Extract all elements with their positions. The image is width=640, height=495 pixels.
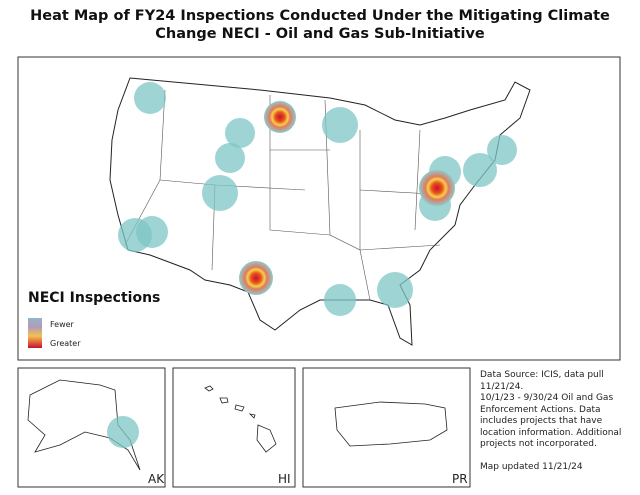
puerto-rico [334, 401, 448, 447]
main-frame [17, 56, 621, 361]
inset-label: AK [148, 472, 165, 486]
inset-frame [172, 367, 296, 488]
data-description: 10/1/23 - 9/30/24 Oil and Gas Enforcemen… [480, 393, 622, 449]
legend-item: Fewer [50, 320, 75, 329]
inset-frame [17, 367, 166, 488]
legend-item: Greater [50, 339, 81, 348]
hawaii [204, 385, 277, 453]
heat-spots [118, 82, 517, 316]
legend-title: NECI Inspections [28, 290, 160, 306]
alaska [27, 379, 141, 471]
heat-spot [107, 416, 139, 448]
map-title: Change NECI - Oil and Gas Sub-Initiative [155, 26, 485, 42]
us-outline [109, 77, 531, 346]
legend-swatch [28, 318, 42, 348]
map-updated: Map updated 11/21/24 [480, 462, 583, 472]
heat-hotspot [419, 170, 455, 206]
inset-frame [302, 367, 471, 488]
heat-hotspot [264, 101, 296, 133]
inset-label: PR [452, 472, 468, 486]
inset-label: HI [278, 472, 291, 486]
data-source: Data Source: ICIS, data pull 11/21/24. [480, 370, 604, 392]
map-title: Heat Map of FY24 Inspections Conducted U… [30, 8, 610, 24]
heat-hotspot [239, 261, 273, 295]
